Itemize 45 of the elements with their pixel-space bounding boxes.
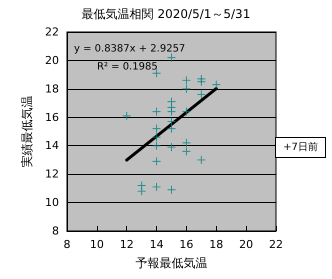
point — [152, 182, 161, 191]
y-tick-label: 12 — [45, 168, 59, 181]
point — [152, 108, 161, 116]
x-tick-label: 18 — [209, 238, 224, 251]
point — [182, 76, 190, 84]
y-tick-label: 16 — [45, 110, 59, 124]
x-axis-title: 予報最低気温 — [136, 256, 208, 270]
x-tick-label: 14 — [150, 238, 164, 251]
x-tick-label: 12 — [120, 238, 134, 251]
x-tick-label: 8 — [64, 238, 70, 251]
chart-title: 最低気温相関 2020/5/1～5/31 — [82, 7, 250, 21]
point — [138, 187, 146, 196]
point — [152, 142, 161, 150]
point — [212, 80, 220, 89]
point — [122, 112, 131, 120]
x-tick-label: 16 — [179, 238, 194, 251]
point — [152, 124, 161, 133]
point — [168, 54, 176, 62]
point — [152, 157, 161, 166]
annotation: y = 0.8387x + 2.9257 — [74, 44, 186, 54]
point — [168, 118, 176, 126]
y-axis-title: 実績最低気温 — [20, 96, 34, 168]
point — [168, 108, 176, 116]
y-tick-label: 10 — [45, 196, 59, 210]
point — [168, 124, 176, 133]
point — [168, 186, 176, 194]
annotation: R² = 0.1985 — [97, 62, 158, 72]
y-tick-label: 8 — [52, 224, 59, 238]
point — [152, 133, 161, 142]
point — [197, 156, 206, 164]
y-tick-label: 20 — [45, 54, 59, 67]
y-tick-label: 22 — [45, 26, 59, 38]
point — [197, 90, 206, 99]
y-tick-label: 18 — [45, 82, 59, 96]
x-tick-label: 10 — [90, 238, 104, 251]
y-tick-label: 14 — [45, 139, 59, 152]
point — [152, 69, 161, 78]
point — [182, 84, 190, 93]
point — [168, 143, 176, 152]
x-tick-label: 20 — [239, 238, 254, 251]
x-tick-label: 22 — [269, 238, 283, 251]
text: +7日前 — [283, 141, 318, 153]
point — [182, 108, 190, 116]
point — [182, 147, 190, 156]
point — [182, 138, 190, 147]
